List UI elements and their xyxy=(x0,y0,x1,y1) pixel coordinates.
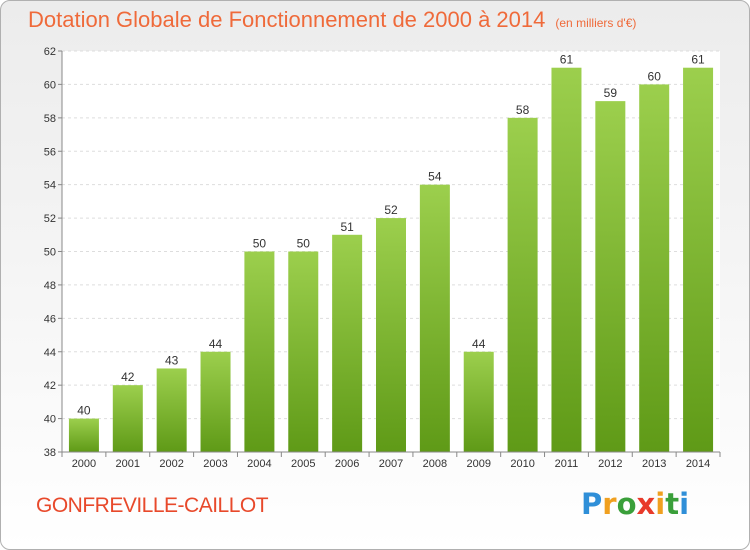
y-tick-label: 42 xyxy=(44,380,56,392)
bar xyxy=(639,84,670,453)
bar-value-label: 44 xyxy=(209,337,223,351)
y-tick-label: 54 xyxy=(44,180,56,192)
x-tick-label: 2009 xyxy=(466,458,490,470)
bar xyxy=(376,218,406,452)
bar-value-label: 58 xyxy=(516,103,530,117)
bar-value-label: 50 xyxy=(253,237,267,251)
bar-value-label: 52 xyxy=(384,203,398,217)
bar-value-label: 40 xyxy=(77,404,91,418)
bar-value-label: 61 xyxy=(691,53,705,67)
chart-title: Dotation Globale de Fonctionnement de 20… xyxy=(28,7,636,33)
x-tick-label: 2008 xyxy=(423,458,447,470)
bar xyxy=(112,385,143,452)
bar xyxy=(156,368,187,452)
x-tick-label: 2004 xyxy=(247,458,271,470)
y-tick-label: 40 xyxy=(44,414,56,426)
bar xyxy=(463,351,494,452)
bar-value-label: 61 xyxy=(560,53,574,67)
y-tick-label: 38 xyxy=(44,447,56,459)
bar-value-label: 44 xyxy=(472,337,486,351)
bar xyxy=(551,67,582,452)
x-tick-label: 2010 xyxy=(510,458,534,470)
bar xyxy=(288,251,319,452)
y-tick-label: 50 xyxy=(44,247,56,259)
x-tick-label: 2002 xyxy=(159,458,183,470)
x-tick-label: 2001 xyxy=(116,458,140,470)
bar-value-label: 42 xyxy=(121,370,135,384)
bar xyxy=(332,234,363,452)
bar-value-label: 51 xyxy=(340,220,354,234)
bar xyxy=(683,67,714,452)
x-tick-label: 2007 xyxy=(379,458,403,470)
y-tick-label: 56 xyxy=(44,146,56,158)
x-tick-label: 2013 xyxy=(642,458,666,470)
bar-value-label: 43 xyxy=(165,353,179,367)
bar-value-label: 59 xyxy=(604,86,618,100)
chart-unit: (en milliers d'€) xyxy=(555,16,637,30)
y-tick-label: 58 xyxy=(44,113,56,125)
bar xyxy=(507,117,538,452)
bar-value-label: 54 xyxy=(428,170,442,184)
proxiti-logo: Proxiti xyxy=(581,487,690,521)
x-tick-label: 2003 xyxy=(203,458,227,470)
y-tick-label: 52 xyxy=(44,213,56,225)
bar-value-label: 50 xyxy=(297,237,311,251)
y-tick-label: 48 xyxy=(44,280,56,292)
x-tick-label: 2000 xyxy=(72,458,96,470)
y-tick-label: 60 xyxy=(44,79,56,91)
x-tick-label: 2011 xyxy=(555,458,579,470)
bar xyxy=(595,101,626,452)
x-tick-label: 2005 xyxy=(291,458,315,470)
x-tick-label: 2014 xyxy=(686,458,710,470)
y-tick-label: 44 xyxy=(44,347,56,359)
bar-value-label: 60 xyxy=(648,69,662,83)
bar xyxy=(419,184,450,452)
y-tick-label: 46 xyxy=(44,313,56,325)
chart-title-text: Dotation Globale de Fonctionnement de 20… xyxy=(28,7,546,32)
y-tick-label: 62 xyxy=(44,46,56,58)
commune-name: GONFREVILLE-CAILLOT xyxy=(36,494,269,517)
bar xyxy=(244,251,275,452)
x-tick-label: 2012 xyxy=(598,458,622,470)
bar xyxy=(68,418,99,452)
bar xyxy=(200,351,231,452)
x-tick-label: 2006 xyxy=(335,458,359,470)
